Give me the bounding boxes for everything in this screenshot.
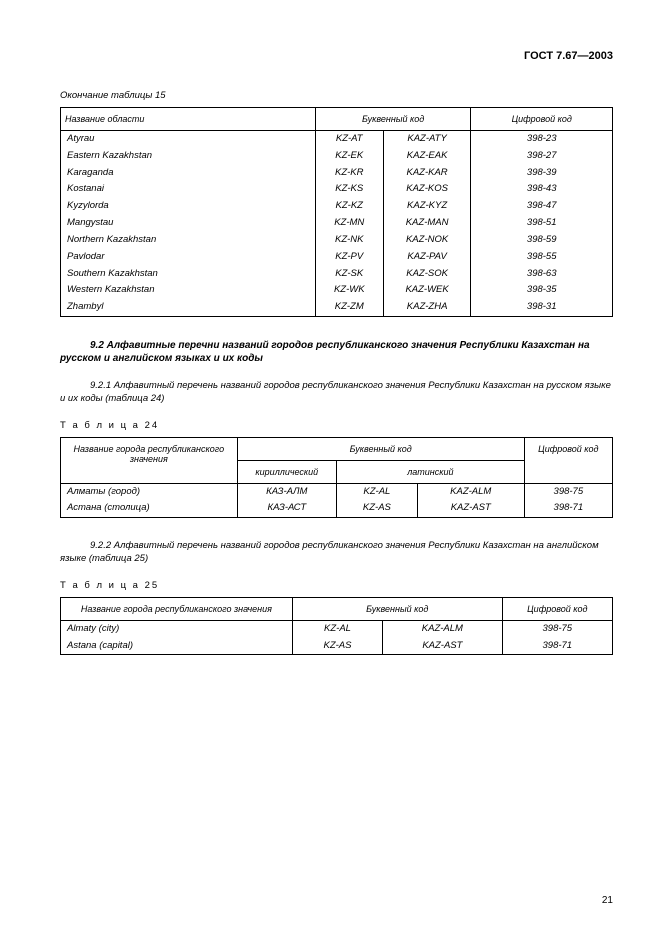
cell-code-a: KZ-AT [315,131,383,148]
cell-num: 398-27 [471,148,613,165]
cell-name: Western Kazakhstan [61,282,316,299]
page-number: 21 [602,895,613,906]
cell-code-b: KAZ-KAR [383,165,471,182]
cell-code-a: KZ-MN [315,215,383,232]
cell-num: 398-75 [524,483,612,500]
para-9-2-2: 9.2.2 Алфавитный перечень названий город… [60,540,613,566]
table-row: KostanaiKZ-KSKAZ-KOS398-43 [61,181,613,198]
cell-code-a: KZ-WK [315,282,383,299]
t24-h-latin: латинский [336,460,524,483]
table-row: Northern KazakhstanKZ-NKKAZ-NOK398-59 [61,232,613,249]
cell-code-b: KAZ-NOK [383,232,471,249]
cell-num: 398-47 [471,198,613,215]
cell-code-b: KAZ-WEK [383,282,471,299]
cell-la: KZ-AS [336,500,417,517]
t24-h-cyrillic: кириллический [237,460,336,483]
cell-num: 398-23 [471,131,613,148]
cell-name: Northern Kazakhstan [61,232,316,249]
cell-name: Astana (capital) [61,638,293,655]
cell-name: Karaganda [61,165,316,182]
cell-code-b: KAZ-PAV [383,249,471,266]
cell-num: 398-75 [502,620,612,637]
cell-code-a: KZ-AL [292,620,382,637]
cell-code-a: KZ-KZ [315,198,383,215]
cell-lb: KAZ-ALM [417,483,524,500]
t24-h-numcode: Цифровой код [524,437,612,483]
t24-h-name: Название города республиканского значени… [61,437,238,483]
cell-name: Eastern Kazakhstan [61,148,316,165]
t15-h-numcode: Цифровой код [471,108,613,131]
table24-label: Т а б л и ц а 24 [60,420,613,431]
cell-code-a: KZ-KS [315,181,383,198]
cell-lb: KAZ-AST [417,500,524,517]
cell-name: Almaty (city) [61,620,293,637]
table-row: Алматы (город)КАЗ-АЛМKZ-ALKAZ-ALM398-75 [61,483,613,500]
table-row: Астана (столица)КАЗ-АСТKZ-ASKAZ-AST398-7… [61,500,613,517]
cell-num: 398-43 [471,181,613,198]
table-row: KyzylordaKZ-KZKAZ-KYZ398-47 [61,198,613,215]
cell-code-b: KAZ-ZHA [383,299,471,316]
cell-la: KZ-AL [336,483,417,500]
t15-h-lettercode: Буквенный код [315,108,471,131]
cell-num: 398-35 [471,282,613,299]
cell-name: Mangystau [61,215,316,232]
cell-code-a: KZ-EK [315,148,383,165]
cell-code-b: KAZ-MAN [383,215,471,232]
cell-name: Zhambyl [61,299,316,316]
table-row: AtyrauKZ-ATKAZ-ATY398-23 [61,131,613,148]
cell-num: 398-71 [524,500,612,517]
table-row: MangystauKZ-MNKAZ-MAN398-51 [61,215,613,232]
cell-cyr: КАЗ-АСТ [237,500,336,517]
cell-num: 398-51 [471,215,613,232]
t24-h-lettercode: Буквенный код [237,437,524,460]
cell-cyr: КАЗ-АЛМ [237,483,336,500]
cell-code-b: KAZ-KYZ [383,198,471,215]
t15-h-name: Название области [61,108,316,131]
cell-code-b: KAZ-KOS [383,181,471,198]
table-row: Eastern KazakhstanKZ-EKKAZ-EAK398-27 [61,148,613,165]
para-9-2-1: 9.2.1 Алфавитный перечень названий город… [60,380,613,406]
cell-num: 398-31 [471,299,613,316]
cell-code-a: KZ-SK [315,266,383,283]
table15: Название области Буквенный код Цифровой … [60,107,613,317]
cell-code-b: KAZ-SOK [383,266,471,283]
table-row: PavlodarKZ-PVKAZ-PAV398-55 [61,249,613,266]
cell-code-a: KZ-PV [315,249,383,266]
cell-name: Pavlodar [61,249,316,266]
cell-num: 398-71 [502,638,612,655]
table24: Название города республиканского значени… [60,437,613,519]
table-row: Southern KazakhstanKZ-SKKAZ-SOK398-63 [61,266,613,283]
table-row: ZhambylKZ-ZMKAZ-ZHA398-31 [61,299,613,316]
cell-name: Kostanai [61,181,316,198]
cell-code-a: KZ-AS [292,638,382,655]
cell-name: Алматы (город) [61,483,238,500]
t25-h-numcode: Цифровой код [502,597,612,620]
cell-name: Atyrau [61,131,316,148]
doc-header: ГОСТ 7.67—2003 [60,50,613,62]
table-row: Astana (capital)KZ-ASKAZ-AST398-71 [61,638,613,655]
table-row: Western KazakhstanKZ-WKKAZ-WEK398-35 [61,282,613,299]
cell-code-b: KAZ-ALM [383,620,502,637]
cell-code-b: KAZ-AST [383,638,502,655]
table25-label: Т а б л и ц а 25 [60,580,613,591]
cell-num: 398-63 [471,266,613,283]
cell-code-a: KZ-ZM [315,299,383,316]
cell-code-b: KAZ-ATY [383,131,471,148]
cell-num: 398-39 [471,165,613,182]
table15-caption: Окончание таблицы 15 [60,90,613,101]
cell-code-a: KZ-NK [315,232,383,249]
cell-name: Kyzylorda [61,198,316,215]
section-9-2-title: 9.2 Алфавитные перечни названий городов … [60,339,613,366]
cell-name: Southern Kazakhstan [61,266,316,283]
cell-num: 398-55 [471,249,613,266]
cell-code-b: KAZ-EAK [383,148,471,165]
t25-h-name: Название города республиканского значени… [61,597,293,620]
table25: Название города республиканского значени… [60,597,613,656]
cell-num: 398-59 [471,232,613,249]
table-row: Almaty (city)KZ-ALKAZ-ALM398-75 [61,620,613,637]
table-row: KaragandaKZ-KRKAZ-KAR398-39 [61,165,613,182]
cell-name: Астана (столица) [61,500,238,517]
cell-code-a: KZ-KR [315,165,383,182]
t25-h-lettercode: Буквенный код [292,597,502,620]
